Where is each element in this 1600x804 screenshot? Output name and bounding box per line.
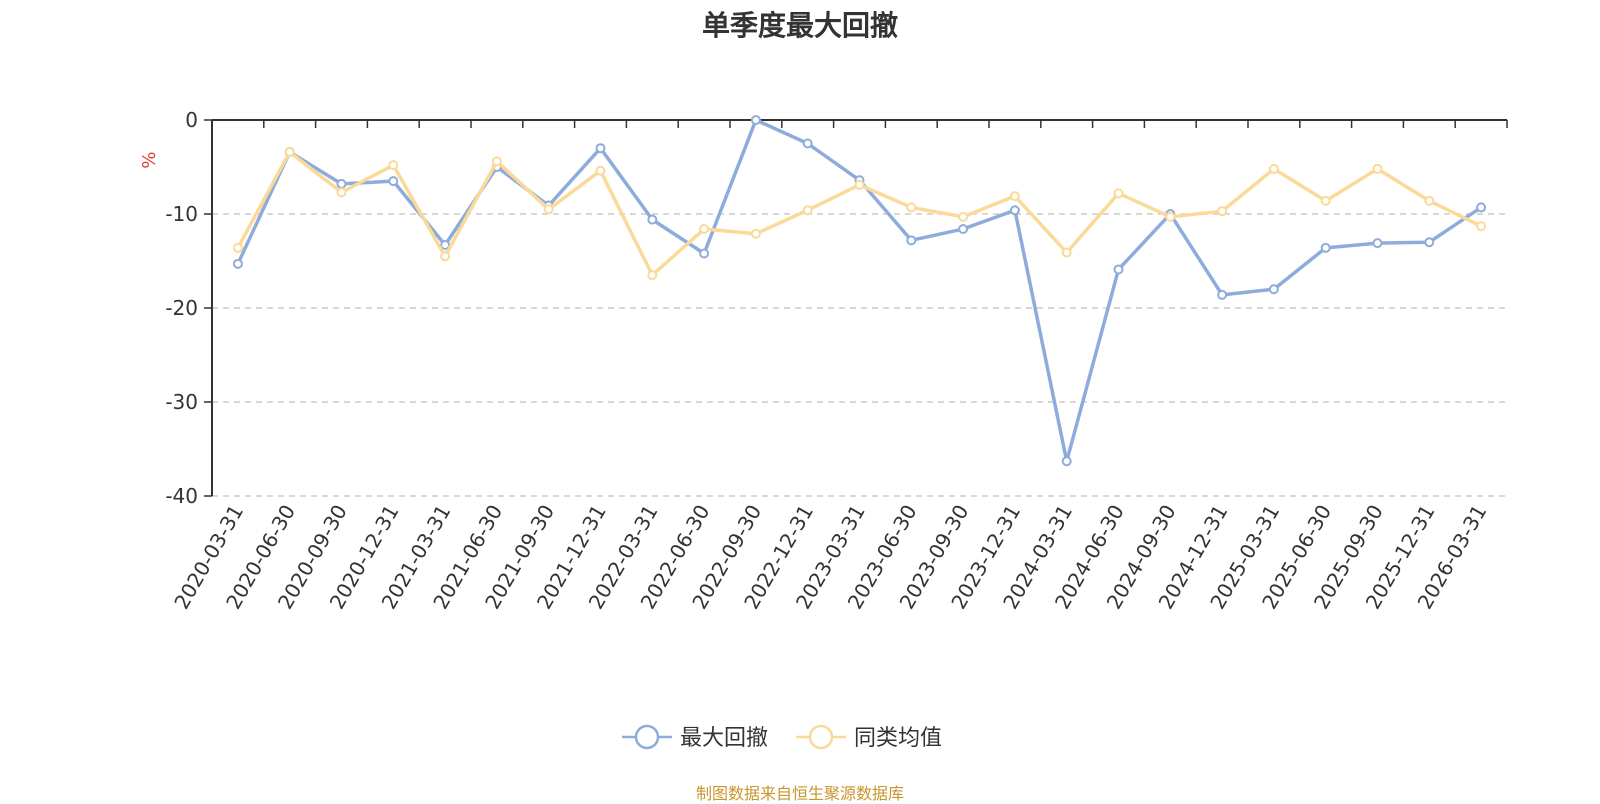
series-line-1 bbox=[236, 118, 1483, 463]
data-point bbox=[1217, 289, 1228, 300]
data-point bbox=[906, 235, 917, 246]
legend-circle-icon bbox=[808, 724, 834, 750]
y-tick-label: -20 bbox=[165, 296, 198, 320]
data-point bbox=[802, 205, 813, 216]
data-point bbox=[1009, 191, 1020, 202]
data-point bbox=[1476, 202, 1487, 213]
grid-lines bbox=[212, 213, 1507, 497]
data-point bbox=[1320, 242, 1331, 253]
data-point bbox=[1476, 221, 1487, 232]
chart-title: 单季度最大回撤 bbox=[701, 9, 898, 42]
data-point bbox=[1113, 264, 1124, 275]
data-point bbox=[595, 165, 606, 176]
y-tick-label: 0 bbox=[185, 108, 198, 132]
data-point bbox=[1217, 206, 1228, 217]
y-tick-label: -30 bbox=[165, 390, 198, 414]
data-point bbox=[1113, 188, 1124, 199]
y-tick-label: -40 bbox=[165, 484, 198, 508]
data-point bbox=[1061, 456, 1072, 467]
data-point bbox=[1424, 237, 1435, 248]
data-point bbox=[1372, 238, 1383, 249]
data-point bbox=[1372, 163, 1383, 174]
data-point bbox=[232, 258, 243, 269]
data-point bbox=[440, 240, 451, 251]
series-group bbox=[232, 115, 1487, 467]
legend-item-2[interactable]: 同类均值 bbox=[796, 724, 942, 751]
data-point bbox=[647, 270, 658, 281]
data-point bbox=[284, 146, 295, 157]
data-point bbox=[595, 143, 606, 154]
data-point bbox=[388, 160, 399, 171]
data-point bbox=[440, 251, 451, 262]
data-point bbox=[750, 115, 761, 125]
data-point bbox=[491, 156, 502, 167]
data-point bbox=[699, 224, 710, 235]
data-point bbox=[854, 179, 865, 190]
data-point bbox=[699, 248, 710, 259]
data-point bbox=[336, 187, 347, 198]
y-axis-label: % bbox=[139, 151, 160, 168]
data-point bbox=[1320, 195, 1331, 206]
data-point bbox=[232, 242, 243, 253]
legend-label: 同类均值 bbox=[854, 726, 942, 751]
data-point bbox=[1009, 205, 1020, 216]
data-point bbox=[647, 214, 658, 225]
data-point bbox=[543, 204, 554, 215]
y-tick-label: -10 bbox=[165, 202, 198, 226]
data-point bbox=[958, 211, 969, 222]
legend-circle-icon bbox=[634, 724, 660, 750]
legend-item-1[interactable]: 最大回撤 bbox=[622, 724, 768, 751]
data-point bbox=[388, 176, 399, 187]
data-point bbox=[750, 228, 761, 239]
data-point bbox=[1165, 211, 1176, 222]
data-point bbox=[906, 202, 917, 213]
data-point bbox=[802, 138, 813, 149]
legend[interactable]: 最大回撤 同类均值 bbox=[622, 724, 942, 751]
legend-label: 最大回撤 bbox=[680, 726, 768, 751]
data-point bbox=[336, 178, 347, 189]
data-point bbox=[1268, 163, 1279, 174]
source-note: 制图数据来自恒生聚源数据库 bbox=[695, 784, 904, 803]
y-axis-ticks: 0 -10 -20 -30 -40 bbox=[165, 108, 212, 508]
data-point bbox=[958, 224, 969, 235]
data-point bbox=[1061, 247, 1072, 258]
data-point bbox=[1268, 284, 1279, 295]
data-point bbox=[1424, 195, 1435, 206]
